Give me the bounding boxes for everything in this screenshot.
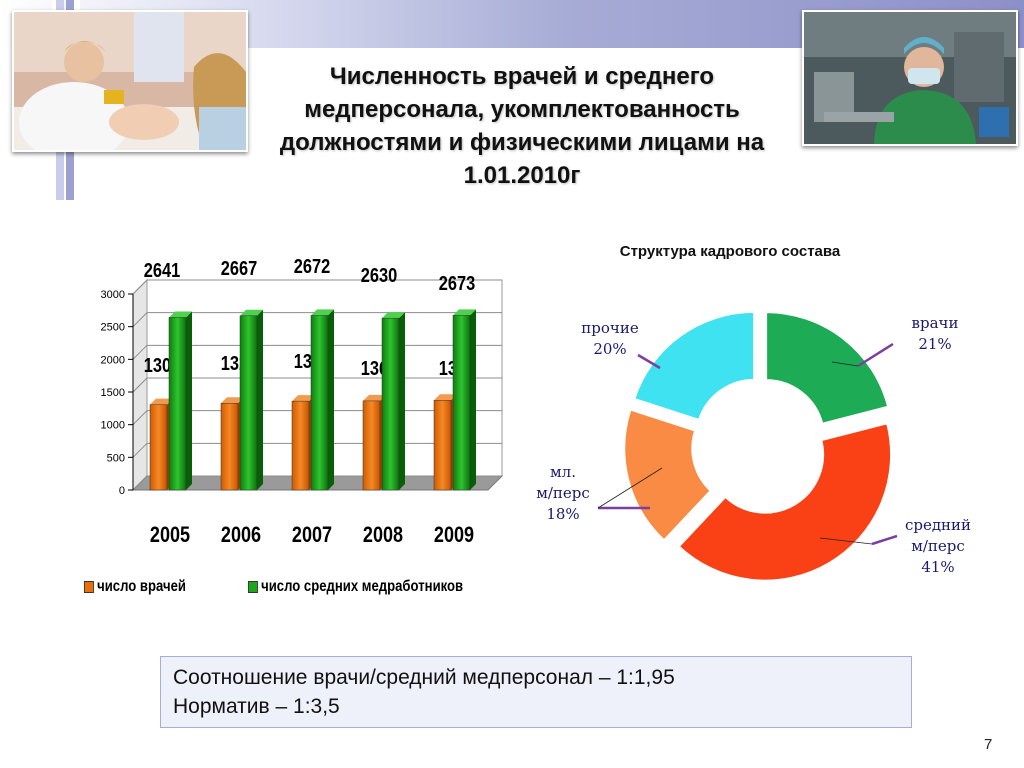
photo-doctor-with-patient-image xyxy=(14,12,246,162)
bar-nurses-2009 xyxy=(452,315,471,491)
slice-label: врачи xyxy=(912,314,959,332)
y-tick-label: 3000 xyxy=(101,289,125,301)
legend-label-nurses: число средних медработников xyxy=(261,578,464,595)
slice-leader-line xyxy=(831,361,859,367)
slice-leader-line xyxy=(871,534,898,546)
bar-value-label: 2672 xyxy=(294,254,330,277)
slide-title: Численность врачей и среднего медперсона… xyxy=(279,63,765,189)
bar-chart: 0500100015002000250030001306264120051328… xyxy=(101,254,504,547)
bar-top xyxy=(292,395,315,402)
bar-doctors-2005 xyxy=(149,404,168,491)
x-category-label: 2005 xyxy=(150,523,190,547)
slice-leader-line xyxy=(597,467,663,509)
bar-nurses-2007 xyxy=(310,315,329,491)
bar-nurses-2006 xyxy=(239,315,258,491)
y-tick-label: 0 xyxy=(119,485,125,497)
doughnut-slice-0 xyxy=(765,311,890,425)
y-tick-label: 1500 xyxy=(101,387,125,399)
bar-top xyxy=(363,394,386,401)
slice-leader-line xyxy=(637,353,661,370)
gridline xyxy=(132,312,502,328)
legend-label-doctors: число врачей xyxy=(97,578,186,595)
doughnut-slice-3 xyxy=(633,310,756,422)
bar-nurses-2005 xyxy=(168,317,187,491)
y-tick-label: 2500 xyxy=(101,322,125,334)
legend-item-doctors: число врачей xyxy=(84,578,186,596)
legend-swatch-doctors xyxy=(84,581,94,593)
y-tick-label: 500 xyxy=(107,452,125,464)
bar-value-label: 2641 xyxy=(144,258,180,281)
slice-leader-line xyxy=(819,537,873,545)
bar-top xyxy=(150,398,173,405)
x-category-label: 2007 xyxy=(292,523,332,547)
bar-side xyxy=(257,309,263,490)
bar-side xyxy=(399,312,405,490)
slice-label: прочие xyxy=(581,319,639,337)
x-category-label: 2008 xyxy=(363,523,403,547)
photo-surgeon-image xyxy=(804,12,1016,144)
slice-label: 20% xyxy=(593,340,626,358)
bar-side xyxy=(186,311,192,490)
bar-top xyxy=(240,309,263,316)
x-category-label: 2006 xyxy=(221,523,261,547)
bar-top xyxy=(434,394,457,401)
bar-nurses-2008 xyxy=(381,317,400,491)
slice-label: мл. xyxy=(550,463,576,481)
bar-value-label: 2630 xyxy=(361,263,397,286)
slice-label: 41% xyxy=(921,558,954,576)
bar-doctors-2007 xyxy=(291,400,310,491)
legend-item-nurses: число средних медработников xyxy=(248,578,463,596)
bar-top xyxy=(453,309,476,316)
photo-doctor-with-patient xyxy=(12,10,248,162)
x-category-label: 2009 xyxy=(434,523,474,547)
doughnut-slice-2 xyxy=(623,408,713,542)
slice-label: средний xyxy=(905,516,971,534)
bar-side xyxy=(328,309,334,490)
page-number: 7 xyxy=(984,736,993,753)
norm-note-line: Норматив – 1:3,5 xyxy=(173,695,340,718)
bar-value-label: 2673 xyxy=(439,271,475,294)
gridline xyxy=(132,279,502,295)
slice-label: м/перс xyxy=(536,484,590,502)
bar-top xyxy=(382,312,405,319)
ratio-note-line: Соотношение врачи/средний медперсонал – … xyxy=(173,666,675,689)
bar-top xyxy=(311,309,334,316)
slice-leader-line xyxy=(857,342,894,368)
bar-doctors-2008 xyxy=(362,400,381,491)
bar-top xyxy=(221,397,244,404)
slice-label: 21% xyxy=(918,335,951,353)
doughnut-chart-title: Структура кадрового состава xyxy=(619,243,841,260)
legend-swatch-nurses xyxy=(248,581,258,593)
ratio-note-box: Соотношение врачи/средний медперсонал – … xyxy=(160,656,912,728)
bar-value-label: 2667 xyxy=(221,256,257,279)
bar-top xyxy=(169,311,192,318)
doughnut-chart: врачи 21% средний м/перс 41% мл. м/перс 18% проч… xyxy=(536,310,971,582)
y-tick-label: 2000 xyxy=(101,354,125,366)
slice-label: м/перс xyxy=(911,537,965,555)
bar-side xyxy=(470,309,476,490)
slice-label: 18% xyxy=(546,505,579,523)
doughnut-slice-1 xyxy=(677,422,893,582)
y-tick-label: 1000 xyxy=(101,420,125,432)
bar-doctors-2006 xyxy=(220,402,239,491)
bar-doctors-2009 xyxy=(433,400,452,491)
photo-surgeon xyxy=(802,10,1018,146)
